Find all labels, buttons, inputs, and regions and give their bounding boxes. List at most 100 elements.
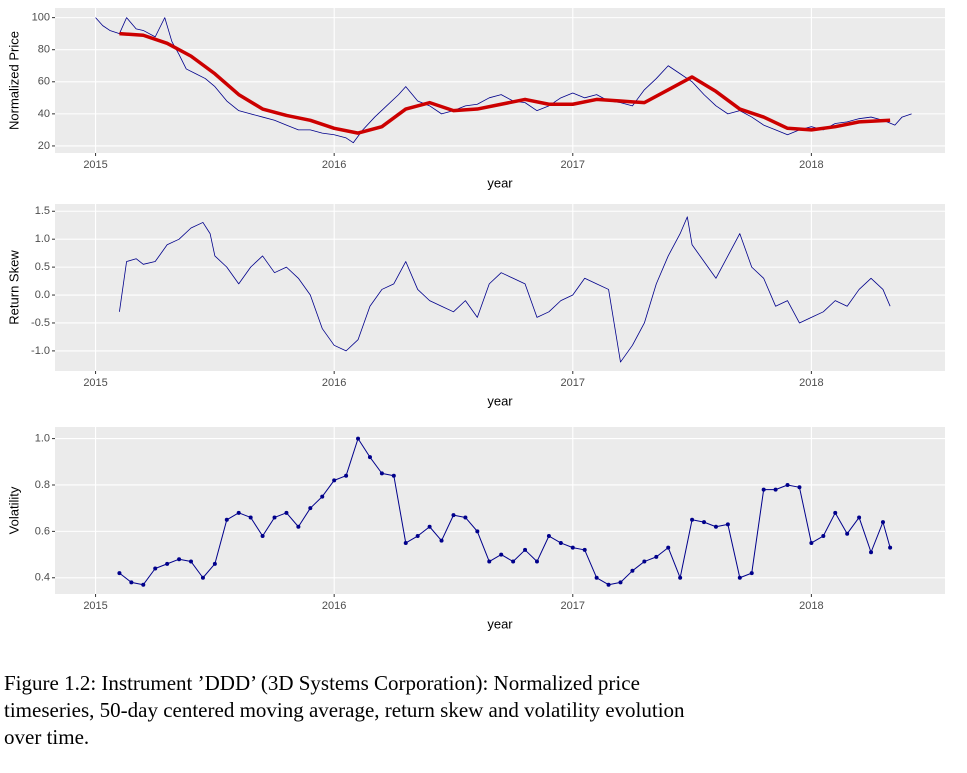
series-line [119,31,891,135]
data-point [845,531,850,536]
data-point [713,524,718,529]
data-point [475,529,480,534]
y-tick-label: 0.4 [35,572,50,584]
data-point [749,571,754,576]
x-axis-label: year [487,393,513,408]
data-point [888,545,893,550]
data-point [654,554,659,559]
y-tick-label: 60 [38,76,50,88]
data-point [558,540,563,545]
y-tick-label: 0.6 [35,525,50,537]
data-point [248,515,253,520]
data-point [308,506,313,511]
data-point [129,580,134,585]
data-point [511,559,516,564]
caption-line: timeseries, 50-day centered moving avera… [4,698,685,722]
data-point [809,540,814,545]
plot-background [55,204,945,371]
caption-line: over time. [4,725,89,749]
data-point [117,571,122,576]
y-axis-label: Return Skew [6,250,21,325]
data-point [773,487,778,492]
data-point [177,557,182,562]
data-point [523,547,528,552]
data-point [451,513,456,518]
x-tick-label: 2017 [561,600,585,612]
y-tick-label: 1.0 [35,233,50,245]
data-point [391,473,396,478]
data-point [212,561,217,566]
x-tick-label: 2017 [561,159,585,171]
data-point [153,566,158,571]
y-tick-label: 20 [38,140,50,152]
data-point [785,482,790,487]
data-point [296,524,301,529]
data-point [797,485,802,490]
data-point [570,545,575,550]
data-point [415,534,420,539]
y-axis-label: Normalized Price [6,31,21,130]
data-point [869,550,874,555]
plot-background [55,427,945,594]
data-point [200,575,205,580]
data-point [833,510,838,515]
x-tick-label: 2018 [799,159,823,171]
data-point [880,520,885,525]
series-line [119,216,891,363]
data-point [367,455,372,460]
data-point [666,545,671,550]
x-tick-label: 2015 [83,159,107,171]
x-tick-label: 2018 [799,600,823,612]
data-point [284,510,289,515]
data-point [141,582,146,587]
y-tick-label: 1.5 [35,205,50,217]
data-point [224,517,229,522]
data-point [356,436,361,441]
data-point [403,540,408,545]
x-tick-label: 2016 [322,600,346,612]
y-tick-label: 0.8 [35,479,50,491]
series-line [95,17,912,144]
data-point [189,559,194,564]
data-point [487,559,492,564]
y-tick-label: -1.0 [31,345,50,357]
y-tick-label: 100 [32,12,50,24]
data-point [725,522,730,527]
y-tick-label: 0.0 [35,289,50,301]
data-point [427,524,432,529]
data-point [260,534,265,539]
data-point [165,561,170,566]
data-point [439,538,444,543]
y-tick-label: 1.0 [35,433,50,445]
y-axis-label: Volatility [6,486,21,534]
data-point [857,515,862,520]
y-tick-label: -0.5 [31,317,50,329]
y-tick-label: 80 [38,44,50,56]
x-tick-label: 2015 [83,377,107,389]
data-point [582,547,587,552]
data-point [618,580,623,585]
x-tick-label: 2016 [322,159,346,171]
data-point [702,520,707,525]
data-point [272,515,277,520]
data-point [678,575,683,580]
data-point [332,478,337,483]
data-point [821,534,826,539]
y-tick-label: 0.5 [35,261,50,273]
data-point [690,517,695,522]
caption-line: Figure 1.2: Instrument ’DDD’ (3D Systems… [4,671,640,695]
data-point [320,494,325,499]
x-tick-label: 2018 [799,377,823,389]
data-point [642,559,647,564]
x-tick-label: 2015 [83,600,107,612]
data-point [379,471,384,476]
x-tick-label: 2016 [322,377,346,389]
data-point [499,552,504,557]
data-point [546,534,551,539]
data-point [463,515,468,520]
data-point [594,575,599,580]
data-point [737,575,742,580]
data-point [630,568,635,573]
